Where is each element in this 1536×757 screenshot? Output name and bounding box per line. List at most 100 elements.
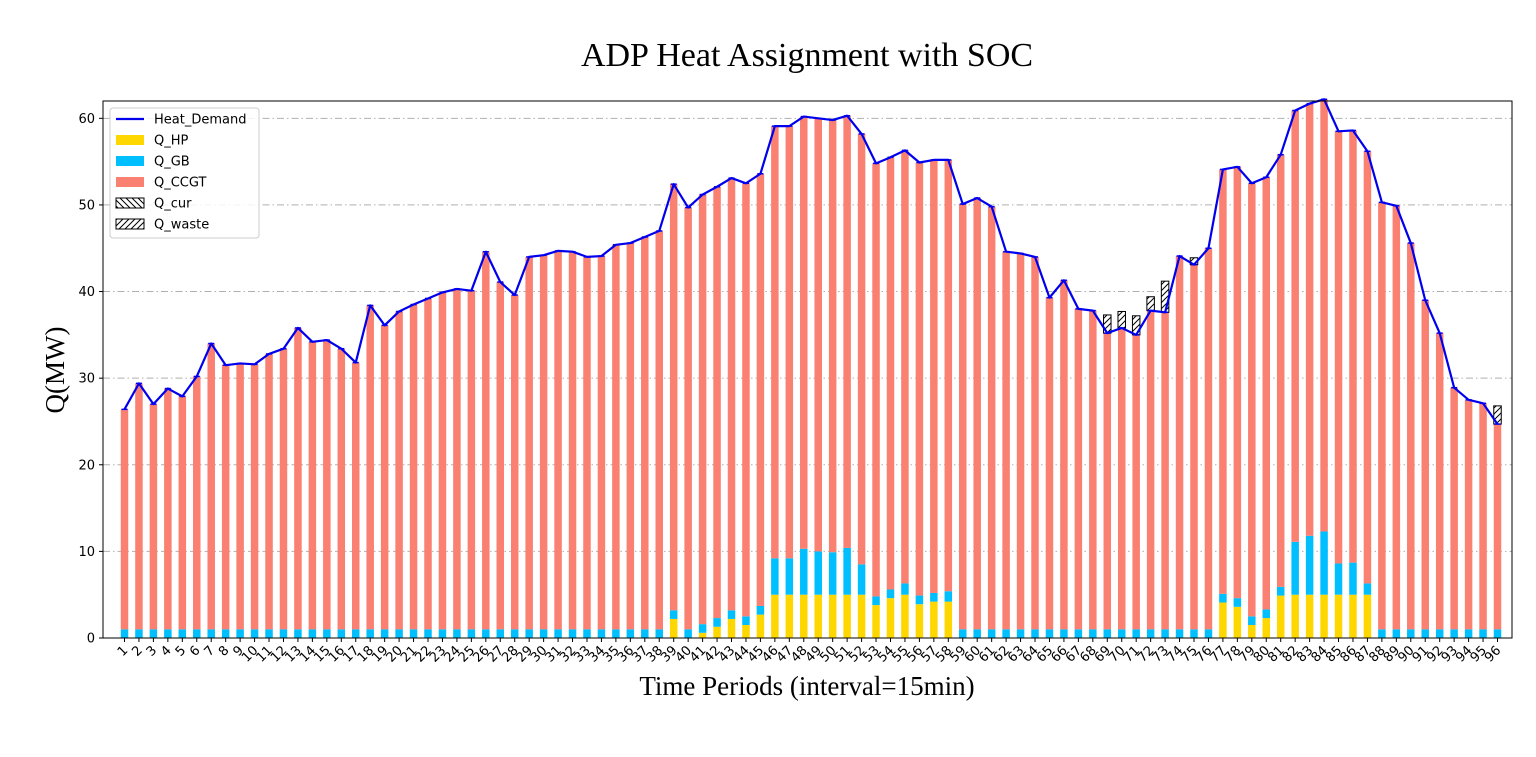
bar-q-gb (987, 629, 996, 638)
bar-q-gb (1464, 629, 1473, 638)
bar-q-ccgt (279, 348, 288, 630)
y-tick-label: 50 (78, 198, 95, 213)
bar-q-gb (1363, 583, 1372, 595)
bar-q-ccgt (380, 325, 389, 630)
bar-q-ccgt (1175, 256, 1184, 630)
bar-q-ccgt (1233, 166, 1242, 599)
bar-q-hp (727, 618, 736, 638)
bar-q-gb (800, 548, 808, 595)
bar-q-hp (814, 594, 822, 638)
bar-q-ccgt (1291, 110, 1299, 542)
legend-swatch (116, 156, 144, 166)
bar-q-gb (1060, 629, 1068, 638)
bar-q-hp (1248, 625, 1256, 638)
bar-q-gb (1219, 593, 1227, 603)
bar-q-gb (684, 629, 692, 638)
bar-q-ccgt (886, 157, 895, 590)
bar-q-gb (785, 558, 794, 595)
bar-q-ccgt (597, 256, 606, 630)
bar-q-ccgt (308, 341, 317, 630)
bar-q-gb (1450, 629, 1458, 638)
bar-q-gb (1378, 629, 1386, 638)
bar-q-gb (1305, 535, 1314, 595)
bar-q-gb (612, 629, 620, 638)
bar-q-ccgt (207, 343, 215, 630)
bar-q-gb (178, 629, 187, 638)
bar-q-gb (380, 629, 389, 638)
bar-q-ccgt (1392, 205, 1401, 630)
bar-q-ccgt (1363, 151, 1372, 584)
bar-q-hp (901, 594, 909, 638)
bar-q-gb (959, 629, 967, 638)
bar-q-gb (886, 589, 895, 599)
bar-q-waste (1146, 296, 1155, 312)
legend-box (109, 107, 260, 239)
bar-q-gb (453, 629, 461, 638)
bar-q-gb (424, 629, 432, 638)
bar-q-ccgt (438, 292, 447, 630)
bar-q-ccgt (713, 186, 721, 619)
bar-q-ccgt (1421, 300, 1429, 630)
bar-q-ccgt (482, 251, 490, 630)
bar-q-gb (1276, 586, 1285, 596)
bar-q-gb (597, 629, 606, 638)
bar-q-ccgt (1450, 387, 1458, 630)
bar-q-ccgt (901, 150, 909, 584)
bar-q-hp (800, 594, 808, 638)
bar-q-gb (698, 624, 707, 633)
bar-q-gb (467, 629, 476, 638)
bar-q-ccgt (323, 340, 331, 630)
heat-demand-line (123, 98, 1499, 425)
bar-q-hp (828, 594, 837, 638)
x-tick-label: 4 (158, 643, 174, 659)
bar-q-gb (221, 629, 230, 638)
bar-q-hp (1349, 594, 1357, 638)
bar-q-gb (1103, 629, 1112, 638)
bar-q-hp (1363, 594, 1372, 638)
bar-q-ccgt (959, 204, 967, 630)
bar-q-gb (669, 610, 678, 619)
x-tick-label: 96 (1482, 643, 1504, 665)
bar-q-gb (250, 629, 259, 638)
bar-q-ccgt (800, 116, 808, 549)
bar-q-ccgt (366, 305, 374, 630)
bar-q-ccgt (510, 295, 519, 630)
bar-q-gb (120, 629, 129, 638)
bar-q-ccgt (1407, 243, 1415, 630)
bar-q-ccgt (539, 255, 548, 630)
bar-q-ccgt (771, 126, 779, 559)
bar-q-ccgt (424, 298, 432, 630)
bar-q-gb (872, 596, 880, 606)
bar-q-hp (1334, 594, 1343, 638)
bar-q-gb (626, 629, 635, 638)
bar-q-ccgt (1464, 399, 1473, 630)
bar-q-ccgt (973, 198, 981, 630)
bar-q-hp (930, 601, 938, 638)
bar-q-ccgt (1190, 264, 1198, 630)
bar-q-ccgt (496, 282, 505, 630)
y-tick-label: 60 (78, 112, 95, 127)
bar-q-ccgt (265, 353, 273, 630)
x-axis-label: Time Periods (interval=15min) (639, 671, 974, 701)
bar-q-gb (1146, 629, 1155, 638)
bar-q-gb (1002, 629, 1010, 638)
bar-q-ccgt (785, 126, 794, 559)
bar-q-hp (843, 594, 851, 638)
y-tick-label: 20 (78, 458, 95, 473)
x-tick-label: 1 (115, 643, 131, 659)
x-tick-label: 3 (144, 643, 160, 659)
bar-q-gb (1089, 629, 1097, 638)
bar-q-hp (1291, 594, 1299, 638)
bar-q-ccgt (1146, 310, 1155, 630)
bar-q-ccgt (149, 404, 158, 630)
bar-q-ccgt (828, 120, 837, 553)
bar-q-gb (236, 629, 244, 638)
bar-q-ccgt (1161, 312, 1169, 630)
bar-q-ccgt (641, 236, 649, 630)
bar-q-hp (771, 594, 779, 638)
bar-q-gb (1031, 629, 1039, 638)
y-tick-label: 0 (87, 632, 95, 647)
bar-q-ccgt (698, 194, 707, 625)
bar-q-ccgt (1320, 99, 1328, 532)
bar-q-gb (135, 629, 143, 638)
